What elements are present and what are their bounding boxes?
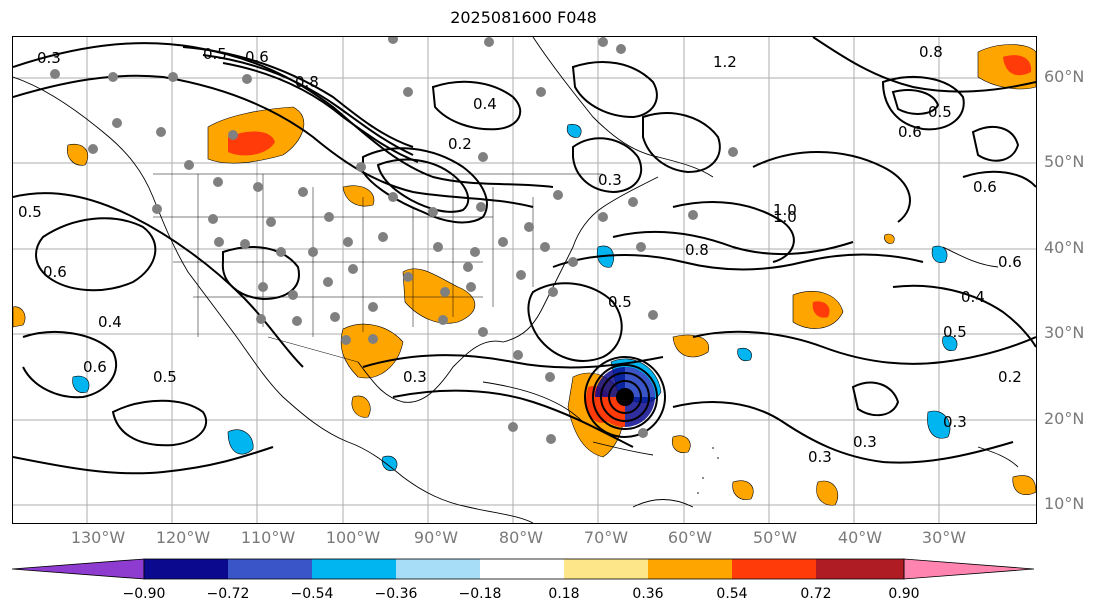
contour-label: 0.8 [919,43,943,61]
contour-label: 1.0 [773,201,797,219]
colorbar-tick: −0.72 [206,586,250,602]
contour-label: 0.3 [853,433,877,451]
contour-label: 0.3 [943,413,967,431]
colorbar-segment [144,559,228,579]
contour-label: 0.6 [245,48,269,66]
contour-label: 0.5 [18,203,42,221]
contour-label: 0.3 [808,448,832,466]
colorbar-tick: −0.18 [458,586,502,602]
contour-label: 1.0 [773,208,797,226]
lon-label-50w: 50°W [752,528,798,547]
lon-label-80w: 80°W [498,528,544,547]
contour-label: 0.6 [998,253,1022,271]
contour-label: 0.3 [37,49,61,67]
colorbar-segment [396,559,480,579]
colorbar-under-triangle [11,558,145,580]
colorbar-segment [816,559,904,579]
colorbar [11,558,1035,580]
lon-label-110w: 110°W [240,528,296,547]
colorbar-tick: 0.54 [716,586,748,602]
contour-label: 0.6 [973,178,997,196]
colorbar-tick: 0.90 [888,586,920,602]
contour-label: 0.5 [608,293,632,311]
colorbar-over-triangle [903,558,1035,580]
lat-label-20n: 20°N [1044,409,1085,428]
lat-label-30n: 30°N [1044,323,1085,342]
contour-label: 0.5 [928,103,952,121]
lon-label-90w: 90°W [413,528,459,547]
lon-label-130w: 130°W [70,528,126,547]
lon-label-100w: 100°W [325,528,381,547]
contour-lines [13,37,1036,475]
contour-labels: 0.3 0.5 0.6 0.8 0.4 0.2 1.2 0.8 0.5 0.6 … [18,43,1022,466]
contour-label: 0.4 [98,313,122,331]
colorbar-tick: 0.18 [548,586,580,602]
contour-label: 0.5 [203,45,227,63]
map-panel[interactable]: 0.3 0.5 0.6 0.8 0.4 0.2 1.2 0.8 0.5 0.6 … [12,36,1037,524]
lat-label-50n: 50°N [1044,152,1085,171]
colorbar-tick: −0.36 [374,586,418,602]
contour-label: 0.5 [943,323,967,341]
lon-label-30w: 30°W [921,528,967,547]
hurricane-core [584,356,666,438]
colorbar-segment [648,559,732,579]
contour-label: 0.4 [473,95,497,113]
contour-label: 0.8 [685,241,709,259]
contour-label: 0.6 [43,263,67,281]
contour-label: 0.6 [898,123,922,141]
contour-label: 0.2 [448,135,472,153]
lat-label-40n: 40°N [1044,238,1085,257]
colorbar-segment [312,559,396,579]
lon-label-40w: 40°W [837,528,883,547]
lat-label-10n: 10°N [1044,494,1085,513]
lat-label-60n: 60°N [1044,67,1085,86]
lon-label-70w: 70°W [583,528,629,547]
map-canvas: 0.3 0.5 0.6 0.8 0.4 0.2 1.2 0.8 0.5 0.6 … [13,37,1036,523]
contour-label: 0.3 [598,171,622,189]
map-title: 2025081600 F048 [450,8,597,27]
colorbar-tick: 0.72 [800,586,832,602]
colorbar-tick: −0.54 [290,586,334,602]
contour-label: 0.4 [961,288,985,306]
contour-label: 0.6 [83,358,107,376]
graticule [13,37,1036,523]
lon-label-60w: 60°W [667,528,713,547]
coastlines [13,37,1019,523]
lon-label-120w: 120°W [155,528,211,547]
station-dots [50,37,738,444]
contour-label: 1.2 [713,53,737,71]
colorbar-segment [732,559,816,579]
contour-label: 0.3 [403,368,427,386]
contour-label: 0.8 [295,73,319,91]
colorbar-segment [564,559,648,579]
colorbar-segment [228,559,312,579]
colorbar-segment [480,559,564,579]
colorbar-tick: 0.36 [632,586,664,602]
contour-label: 0.5 [153,368,177,386]
contour-label: 0.2 [998,368,1022,386]
colorbar-tick: −0.90 [122,586,166,602]
